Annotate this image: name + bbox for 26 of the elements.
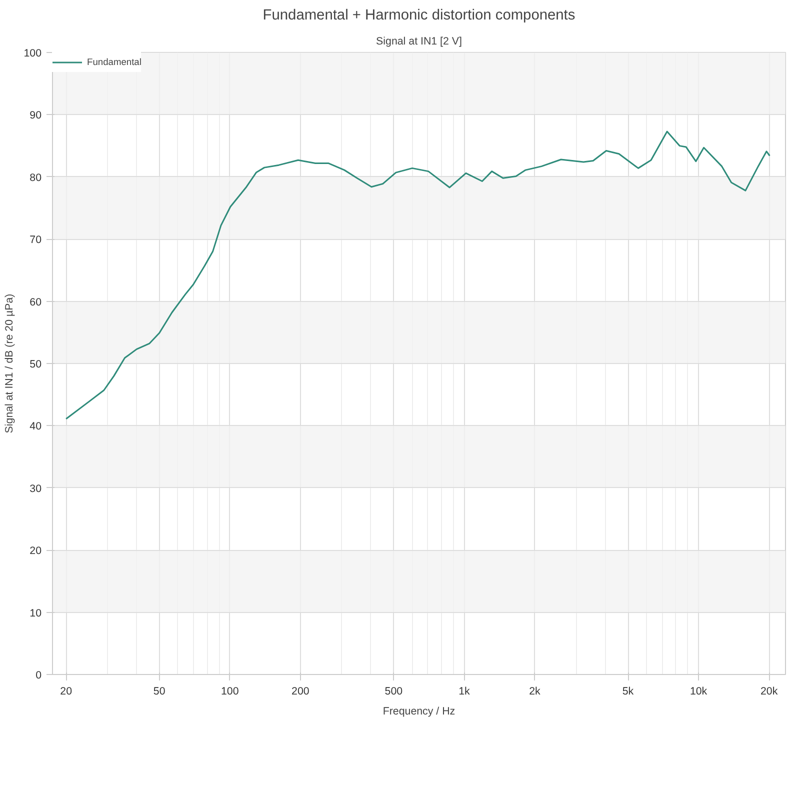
y-tick-label: 80 [30, 172, 42, 184]
x-tick-label: 50 [153, 686, 166, 698]
y-tick-label: 30 [30, 482, 42, 495]
x-tick-label: 5k [622, 686, 634, 698]
chart-subtitle: Signal at IN1 [2 V] [376, 36, 462, 48]
y-tick-label: 0 [36, 670, 42, 682]
y-tick-label: 70 [30, 234, 42, 246]
x-tick-label: 100 [220, 686, 239, 698]
y-axis-title: Signal at IN1 / dB (re 20 µPa) [4, 294, 16, 434]
legend-label: Fundamental [87, 57, 142, 67]
x-tick-label: 500 [384, 686, 403, 698]
x-tick-label: 200 [292, 686, 310, 698]
y-tick-label: 50 [30, 358, 42, 370]
x-axis-title: Frequency / Hz [382, 706, 456, 718]
y-tick-label: 40 [30, 420, 42, 433]
x-tick-label: 20 [60, 686, 72, 698]
x-tick-label: 2k [529, 686, 542, 698]
y-tick-label: 20 [30, 545, 42, 558]
y-tick-label: 10 [30, 607, 42, 620]
x-tick-label: 20k [760, 686, 778, 698]
chart-title: Fundamental + Harmonic distortion components [262, 8, 576, 24]
x-tick-label: 10k [690, 686, 708, 698]
y-tick-label: 60 [30, 296, 42, 308]
x-tick-label: 1k [458, 686, 471, 698]
y-tick-label: 90 [30, 110, 42, 122]
y-tick-label: 100 [24, 48, 42, 60]
